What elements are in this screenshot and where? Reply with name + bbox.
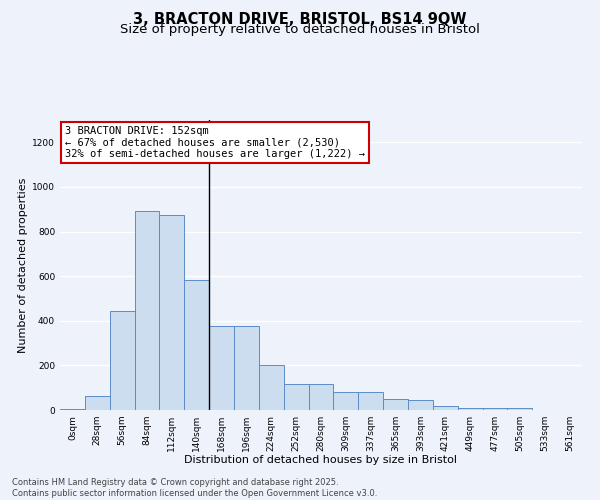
Bar [383, 399, 408, 410]
Bar [482, 408, 508, 410]
Bar [134, 212, 160, 410]
Bar [259, 366, 284, 410]
Text: 3, BRACTON DRIVE, BRISTOL, BS14 9QW: 3, BRACTON DRIVE, BRISTOL, BS14 9QW [133, 12, 467, 28]
Text: Size of property relative to detached houses in Bristol: Size of property relative to detached ho… [120, 22, 480, 36]
Bar [408, 400, 433, 410]
Bar [160, 215, 184, 410]
Bar [209, 326, 234, 410]
Bar [284, 384, 308, 410]
X-axis label: Distribution of detached houses by size in Bristol: Distribution of detached houses by size … [185, 456, 458, 466]
Bar [508, 408, 532, 410]
Y-axis label: Number of detached properties: Number of detached properties [18, 178, 28, 352]
Text: Contains HM Land Registry data © Crown copyright and database right 2025.
Contai: Contains HM Land Registry data © Crown c… [12, 478, 377, 498]
Text: 3 BRACTON DRIVE: 152sqm
← 67% of detached houses are smaller (2,530)
32% of semi: 3 BRACTON DRIVE: 152sqm ← 67% of detache… [65, 126, 365, 159]
Bar [308, 384, 334, 410]
Bar [110, 310, 134, 410]
Bar [458, 408, 482, 410]
Bar [85, 396, 110, 410]
Bar [60, 409, 85, 410]
Bar [433, 406, 458, 410]
Bar [184, 280, 209, 410]
Bar [334, 392, 358, 410]
Bar [234, 326, 259, 410]
Bar [358, 392, 383, 410]
